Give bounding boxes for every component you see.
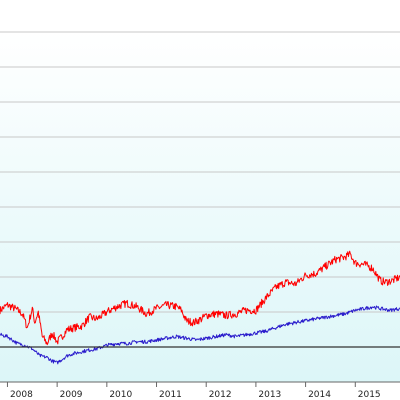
x-tick-label: 2011	[159, 390, 182, 400]
x-tick-label: 2014	[308, 390, 331, 400]
x-tick-label: 2015	[358, 390, 381, 400]
grid-lines	[0, 31, 400, 348]
series-layer	[0, 250, 400, 365]
x-tick-label: 2013	[258, 390, 281, 400]
x-axis-labels: 2008 2009 2010 2011 2012 2013 2014 2015	[10, 390, 381, 400]
x-tick-label: 2009	[60, 390, 83, 400]
x-tick-label: 2012	[209, 390, 232, 400]
x-tick-label: 2010	[109, 390, 132, 400]
top-margin	[0, 0, 400, 32]
x-tick-label: 2008	[10, 390, 33, 400]
series-line-red	[0, 250, 400, 346]
x-axis-ticks	[6, 382, 356, 387]
series-line-blue	[0, 305, 400, 365]
